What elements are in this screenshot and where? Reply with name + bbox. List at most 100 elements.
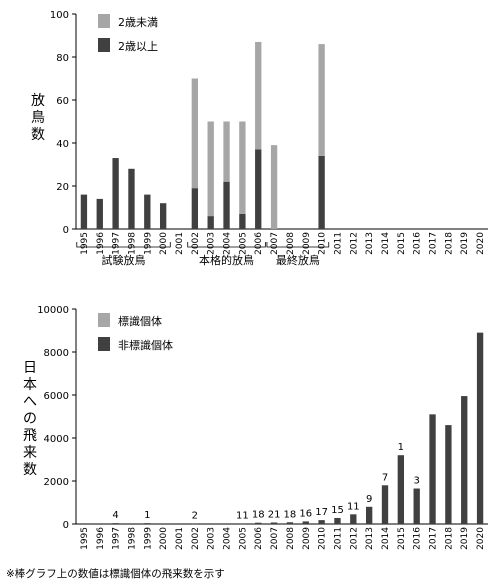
chart1-bar-2歳以上-2000	[159, 203, 167, 229]
bracket-label-最終放鳥: 最終放鳥	[276, 253, 320, 267]
chart1-x-tick-label-2005: 2005	[238, 232, 248, 255]
chart2-bar-非標識個体-2017	[429, 414, 436, 524]
chart1-x-tick-label-1996: 1996	[96, 232, 106, 255]
chart2-bar-非標識個体-2019	[461, 396, 468, 524]
chart1-x-tick-label-2007: 2007	[270, 232, 280, 255]
chart2-x-tick-label-1998: 1998	[127, 527, 137, 550]
chart1-bar-2歳以上-1995	[80, 194, 88, 229]
chart1-bar-2歳以上-2010	[318, 155, 325, 229]
chart2-data-label-1997: 4	[112, 510, 118, 521]
chart2-y-tick-label: 0	[63, 520, 69, 531]
bracket-本格的放鳥	[187, 242, 266, 248]
chart1-bar-2歳以上-2002	[191, 188, 199, 229]
chart2-y-label-char: 飛	[23, 428, 37, 444]
chart1-x-tick-label-2016: 2016	[413, 232, 423, 255]
chart2-x-tick-label-2020: 2020	[476, 527, 486, 550]
chart1-x-tick-label-2009: 2009	[302, 232, 312, 255]
chart2-y-tick-label: 4000	[44, 434, 69, 445]
bracket-最終放鳥	[266, 242, 330, 248]
chart2-data-label-2016: 3	[414, 476, 420, 487]
chart1-y-tick-label: 80	[56, 53, 69, 64]
chart2-x-tick-label-2002: 2002	[191, 527, 201, 550]
chart2-x-tick-label-2001: 2001	[175, 527, 185, 550]
chart2-y-label-char: 本	[23, 377, 37, 393]
chart1-y-tick-label: 40	[56, 139, 69, 150]
chart2-legend-swatch-非標識個体	[98, 337, 110, 351]
chart2-bar-非標識個体-2013	[365, 506, 373, 524]
chart2-bar-非標識個体-2010	[318, 520, 325, 524]
chart2-x-tick-label-2011: 2011	[333, 527, 343, 550]
chart2-x-tick-label-2004: 2004	[223, 527, 233, 550]
chart1-x-tick-label-2002: 2002	[191, 232, 201, 255]
chart2-x-tick-label-2017: 2017	[429, 527, 439, 550]
chart2-data-label-1999: 1	[144, 510, 150, 521]
chart1-x-tick-label-2001: 2001	[175, 232, 185, 255]
chart2-x-tick-label-1996: 1996	[96, 527, 106, 550]
chart1-bar-2歳以上-1996	[96, 198, 103, 229]
chart2-bar-非標識個体-1997	[112, 523, 119, 524]
chart1-y-tick-label: 0	[63, 225, 69, 236]
chart1-legend-label-2歳以上: 2歳以上	[118, 40, 158, 53]
chart2-legend-swatch-標識個体	[98, 313, 110, 327]
chart2-bar-非標識個体-2005	[239, 523, 246, 525]
chart1-bar-2歳未満-2004	[223, 121, 230, 182]
chart2-data-label-2006: 18	[252, 510, 265, 521]
chart2-x-tick-label-1997: 1997	[112, 527, 122, 550]
chart1-bar-2歳以上-2003	[207, 216, 214, 229]
chart2-data-label-2011: 15	[331, 505, 344, 516]
chart1-x-tick-label-2014: 2014	[381, 232, 391, 255]
chart1-bar-2歳以上-1999	[144, 194, 151, 229]
chart2-bar-非標識個体-2006	[255, 522, 262, 524]
chart1-x-tick-label-2020: 2020	[476, 232, 486, 255]
chart2-data-label-2014: 7	[382, 472, 388, 483]
chart1-x-tick-label-2018: 2018	[444, 232, 454, 255]
chart1-y-tick-label: 20	[56, 182, 69, 193]
chart1-bar-2歳未満-2002	[191, 78, 199, 189]
chart2-y-label-char: へ	[23, 394, 37, 410]
chart2-x-tick-label-2000: 2000	[159, 527, 169, 550]
chart1-bar-2歳未満-2007	[270, 145, 278, 229]
chart2-y-tick-label: 10000	[37, 305, 69, 316]
chart2-legend-label-標識個体: 標識個体	[118, 314, 162, 328]
bracket-label-本格的放鳥: 本格的放鳥	[199, 253, 254, 267]
chart2-x-tick-label-2008: 2008	[286, 527, 296, 550]
chart1-x-tick-label-2012: 2012	[349, 232, 359, 255]
chart1-x-tick-label-1999: 1999	[143, 232, 153, 255]
bracket-試験放鳥	[76, 242, 171, 248]
chart2-bar-非標識個体-2014	[381, 485, 389, 524]
chart2-bar-非標識個体-2012	[350, 514, 357, 524]
chart2-data-label-2007: 21	[268, 509, 281, 520]
chart1-bar-2歳未満-2005	[239, 121, 246, 214]
chart2-x-tick-label-2018: 2018	[444, 527, 454, 550]
chart2-y-label-char: 日	[23, 360, 37, 376]
chart1-legend-label-2歳未満: 2歳未満	[118, 16, 158, 29]
chart1-x-tick-label-2015: 2015	[397, 232, 407, 255]
chart2-x-tick-label-1995: 1995	[80, 527, 90, 550]
chart1-bar-2歳以上-2005	[239, 213, 246, 229]
chart2-data-label-2013: 9	[366, 494, 372, 505]
chart1-y-tick-label: 100	[50, 10, 69, 21]
chart2-x-tick-label-2013: 2013	[365, 527, 375, 550]
chart2-bar-非標識個体-2020	[476, 332, 484, 524]
chart2-y-tick-label: 8000	[44, 348, 69, 359]
chart2-bar-非標識個体-2007	[270, 522, 278, 524]
chart2-data-label-2010: 17	[315, 507, 328, 518]
chart2-bar-非標識個体-2002	[191, 523, 199, 525]
chart1-x-tick-label-2006: 2006	[254, 232, 264, 255]
chart1-y-tick-label: 60	[56, 96, 69, 107]
chart2-x-tick-label-2019: 2019	[460, 527, 470, 550]
bracket-label-試験放鳥: 試験放鳥	[102, 253, 146, 267]
chart2-y-label-char: 数	[23, 462, 37, 478]
chart2-data-label-2012: 11	[347, 501, 360, 512]
chart1-bar-2歳以上-2006	[255, 149, 262, 229]
chart2-data-label-2008: 18	[284, 509, 297, 520]
chart1-bar-2歳未満-2010	[318, 44, 325, 156]
chart1-x-tick-label-2000: 2000	[159, 232, 169, 255]
chart2-x-tick-label-2007: 2007	[270, 527, 280, 550]
chart2-x-tick-label-2010: 2010	[318, 527, 328, 550]
chart2-bar-非標識個体-2016	[413, 488, 420, 524]
chart1-y-label-char: 鳥	[31, 110, 45, 126]
chart2-y-tick-label: 6000	[44, 391, 69, 402]
chart2-x-tick-label-2016: 2016	[413, 527, 423, 550]
